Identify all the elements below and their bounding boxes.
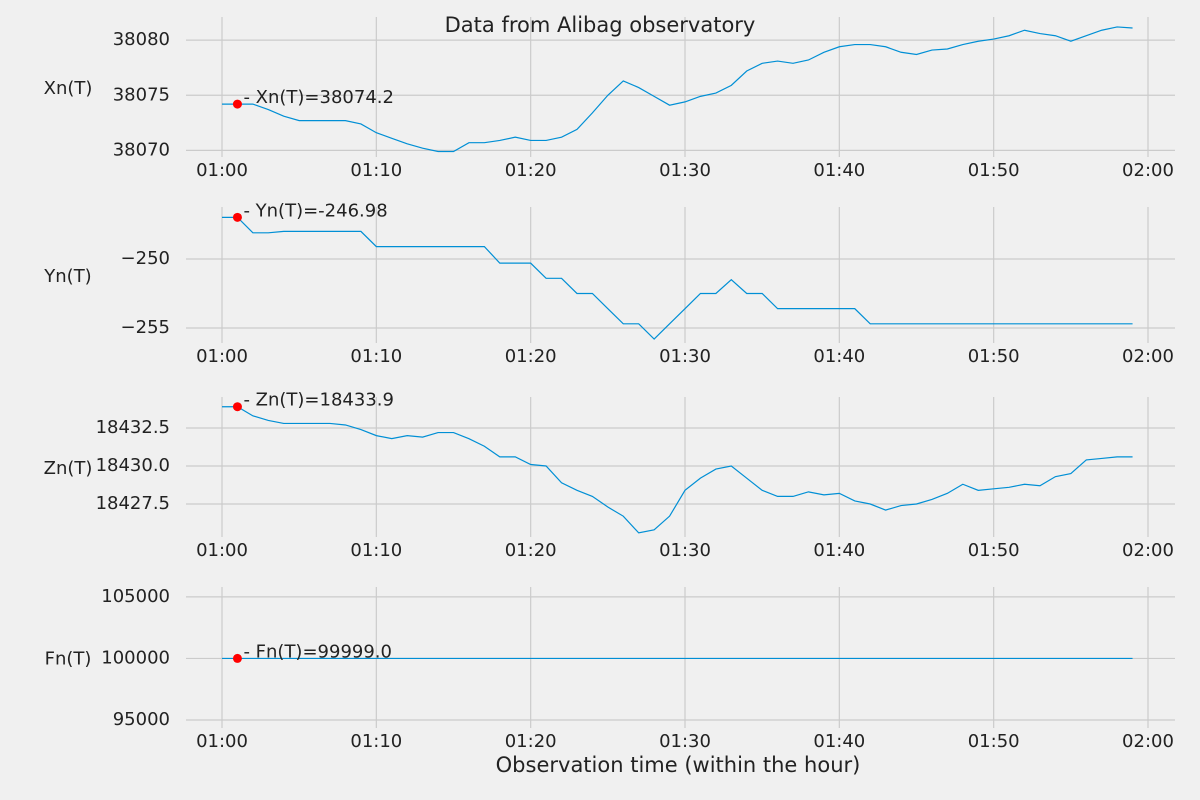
data-line [222,26,1133,153]
x-tick-label: 02:00 [1122,731,1174,752]
x-tick-label: 02:00 [1122,346,1174,367]
current-marker [232,653,242,663]
y-axis-label: Yn(T) [43,266,91,287]
x-tick-label: 02:00 [1122,540,1174,561]
data-line [222,216,1133,340]
current-marker [232,402,242,412]
y-tick-label: 100000 [101,647,170,668]
x-tick-label: 01:30 [659,346,711,367]
x-tick-label: 01:30 [659,540,711,561]
data-line [222,406,1133,534]
x-tick-label: 01:40 [813,540,865,561]
y-tick-label: 95000 [113,709,170,730]
x-tick-label: 01:20 [505,540,557,561]
x-tick-label: 01:20 [505,346,557,367]
x-tick-label: 01:10 [350,346,402,367]
x-tick-label: 01:20 [505,731,557,752]
annotation: - Zn(T)=18433.9 [243,390,394,411]
current-marker [232,99,242,109]
annotation: - Yn(T)=-246.98 [243,200,387,221]
x-tick-label: 01:00 [196,346,248,367]
x-tick-label: 01:00 [196,160,248,181]
y-tick-label: −250 [121,248,170,269]
x-tick-label: 01:30 [659,731,711,752]
y-tick-label: −255 [121,317,170,338]
x-tick-label: 01:50 [968,346,1020,367]
x-tick-label: 01:00 [196,731,248,752]
x-tick-label: 02:00 [1122,160,1174,181]
x-axis-label: Observation time (within the hour) [496,753,861,777]
x-tick-label: 01:10 [350,731,402,752]
annotation: - Xn(T)=38074.2 [243,87,394,108]
x-tick-label: 01:50 [968,540,1020,561]
y-axis-label: Xn(T) [44,78,93,99]
chart-title: Data from Alibag observatory [445,13,756,37]
x-tick-label: 01:10 [350,160,402,181]
annotation: - Fn(T)=99999.0 [243,641,392,662]
y-axis-label: Fn(T) [45,649,92,670]
x-tick-label: 01:50 [968,160,1020,181]
x-tick-label: 01:30 [659,160,711,181]
x-tick-label: 01:40 [813,346,865,367]
y-tick-label: 38080 [113,29,170,50]
y-tick-label: 105000 [101,586,170,607]
current-marker [232,212,242,222]
y-tick-label: 38075 [113,84,170,105]
x-tick-label: 01:50 [968,731,1020,752]
y-tick-label: 18427.5 [96,493,170,514]
x-tick-label: 01:00 [196,540,248,561]
x-tick-label: 01:20 [505,160,557,181]
y-tick-label: 18430.0 [96,455,170,476]
y-tick-label: 18432.5 [96,417,170,438]
x-tick-label: 01:40 [813,160,865,181]
x-tick-label: 01:40 [813,731,865,752]
y-axis-label: Zn(T) [44,458,93,479]
y-tick-label: 38070 [113,139,170,160]
x-tick-label: 01:10 [350,540,402,561]
